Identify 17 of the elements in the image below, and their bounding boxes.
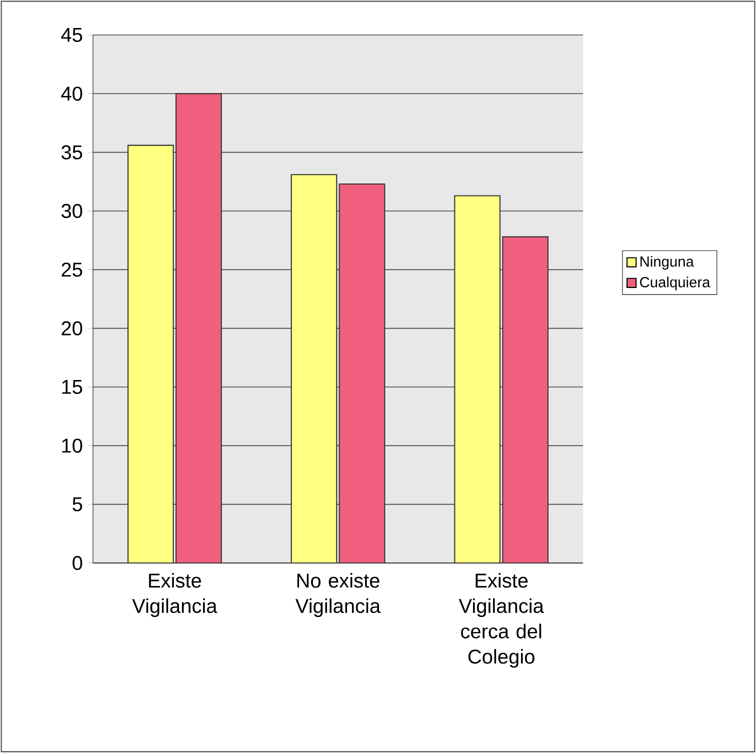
legend-label: Ninguna	[640, 256, 694, 270]
legend-label: Cualquiera	[640, 276, 710, 290]
bar	[290, 174, 338, 563]
bar	[338, 183, 386, 563]
y-tick-label: 20	[62, 321, 82, 336]
y-tick-label: 45	[61, 28, 82, 42]
x-tick-label: Existe Vigilancia	[132, 573, 218, 618]
y-tick-label: 0	[72, 556, 82, 570]
y-tick-label: 25	[62, 262, 82, 277]
x-tick-label: Existe Vigilancia cerca del Colegio	[458, 573, 544, 668]
x-tick-label: No existe Vigilancia	[295, 573, 381, 618]
y-tick-label: 30	[61, 204, 82, 218]
y-tick-label: 15	[62, 380, 82, 394]
y-tick-label: 40	[61, 86, 82, 101]
y-tick-label: 5	[72, 497, 82, 512]
y-tick-label: 35	[61, 145, 82, 160]
y-tick-label: 10	[62, 438, 82, 453]
